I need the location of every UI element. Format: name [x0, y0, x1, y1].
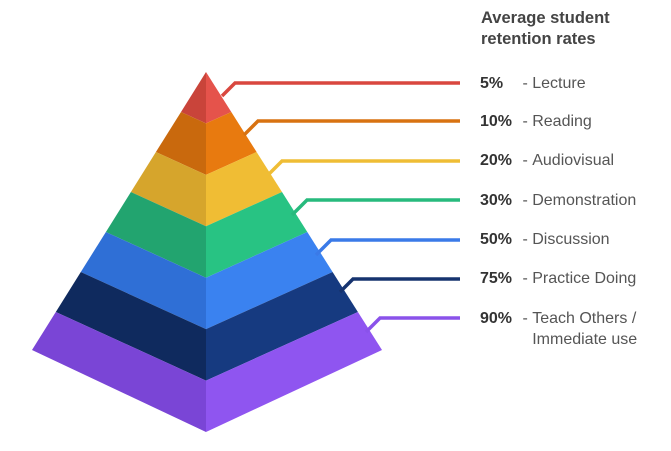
legend-percent: 90% [480, 310, 513, 327]
legend-row-demonstration: 30% - Demonstration [480, 192, 637, 209]
pyramid-band-right-demonstration [206, 192, 308, 278]
pyramid-band-right-teach-others [206, 312, 382, 432]
legend-label: Discussion [532, 231, 610, 248]
connector-line-lecture [220, 81, 460, 98]
legend-label: Practice Doing [532, 270, 637, 287]
legend-row-discussion: 50% - Discussion [480, 231, 610, 248]
legend-label: Teach Others / [532, 310, 637, 327]
legend-row-audiovisual: 20% - Audiovisual [480, 152, 615, 169]
legend-row-lecture: 5% - Lecture [480, 75, 586, 92]
legend-percent: 5% [480, 75, 504, 92]
pyramid-band-left-lecture [181, 72, 206, 124]
legend-row-reading: 10% - Reading [480, 113, 592, 130]
title-line-1: Average student [481, 9, 610, 27]
pyramid-band-left-teach-others [32, 312, 206, 432]
legend-label: Reading [532, 113, 592, 130]
legend-percent: 75% [480, 270, 513, 287]
pyramid-band-left-discussion [80, 232, 206, 330]
pyramid-band-left-practice-doing [55, 272, 206, 381]
legend-percent: 20% [480, 152, 513, 169]
title-line-2: retention rates [481, 30, 596, 48]
connector-line-practice-doing [338, 277, 460, 294]
pyramid-band-right-reading [206, 112, 257, 175]
connector-lines [220, 81, 460, 334]
connector-line-teach-others [364, 316, 460, 334]
connector-line-discussion [314, 238, 460, 257]
legend-label: Demonstration [532, 192, 637, 209]
pyramid-band-right-discussion [206, 232, 333, 330]
legend-percent: 10% [480, 113, 513, 130]
pyramid-band-left-audiovisual [130, 152, 206, 227]
legend-label-continued: Immediate use [532, 331, 638, 348]
pyramid [32, 72, 382, 432]
pyramid-band-right-audiovisual [206, 152, 282, 227]
pyramid-band-right-lecture [206, 72, 232, 124]
legend-label: Lecture [532, 75, 586, 92]
pyramid-band-left-demonstration [105, 192, 206, 278]
connector-line-reading [242, 119, 460, 137]
pyramid-band-right-practice-doing [206, 272, 358, 381]
legend-row-practice-doing: 75% - Practice Doing [480, 270, 637, 287]
chart-title: Average student retention rates [481, 8, 666, 50]
legend-percent: 50% [480, 231, 513, 248]
connector-line-demonstration [290, 198, 460, 217]
connector-line-audiovisual [266, 159, 460, 177]
pyramid-band-left-reading [155, 112, 206, 175]
legend-label: Audiovisual [532, 152, 615, 169]
legend-row-teach-others: 90% - Teach Others / Immediate use [480, 310, 638, 348]
legend-percent: 30% [480, 192, 513, 209]
